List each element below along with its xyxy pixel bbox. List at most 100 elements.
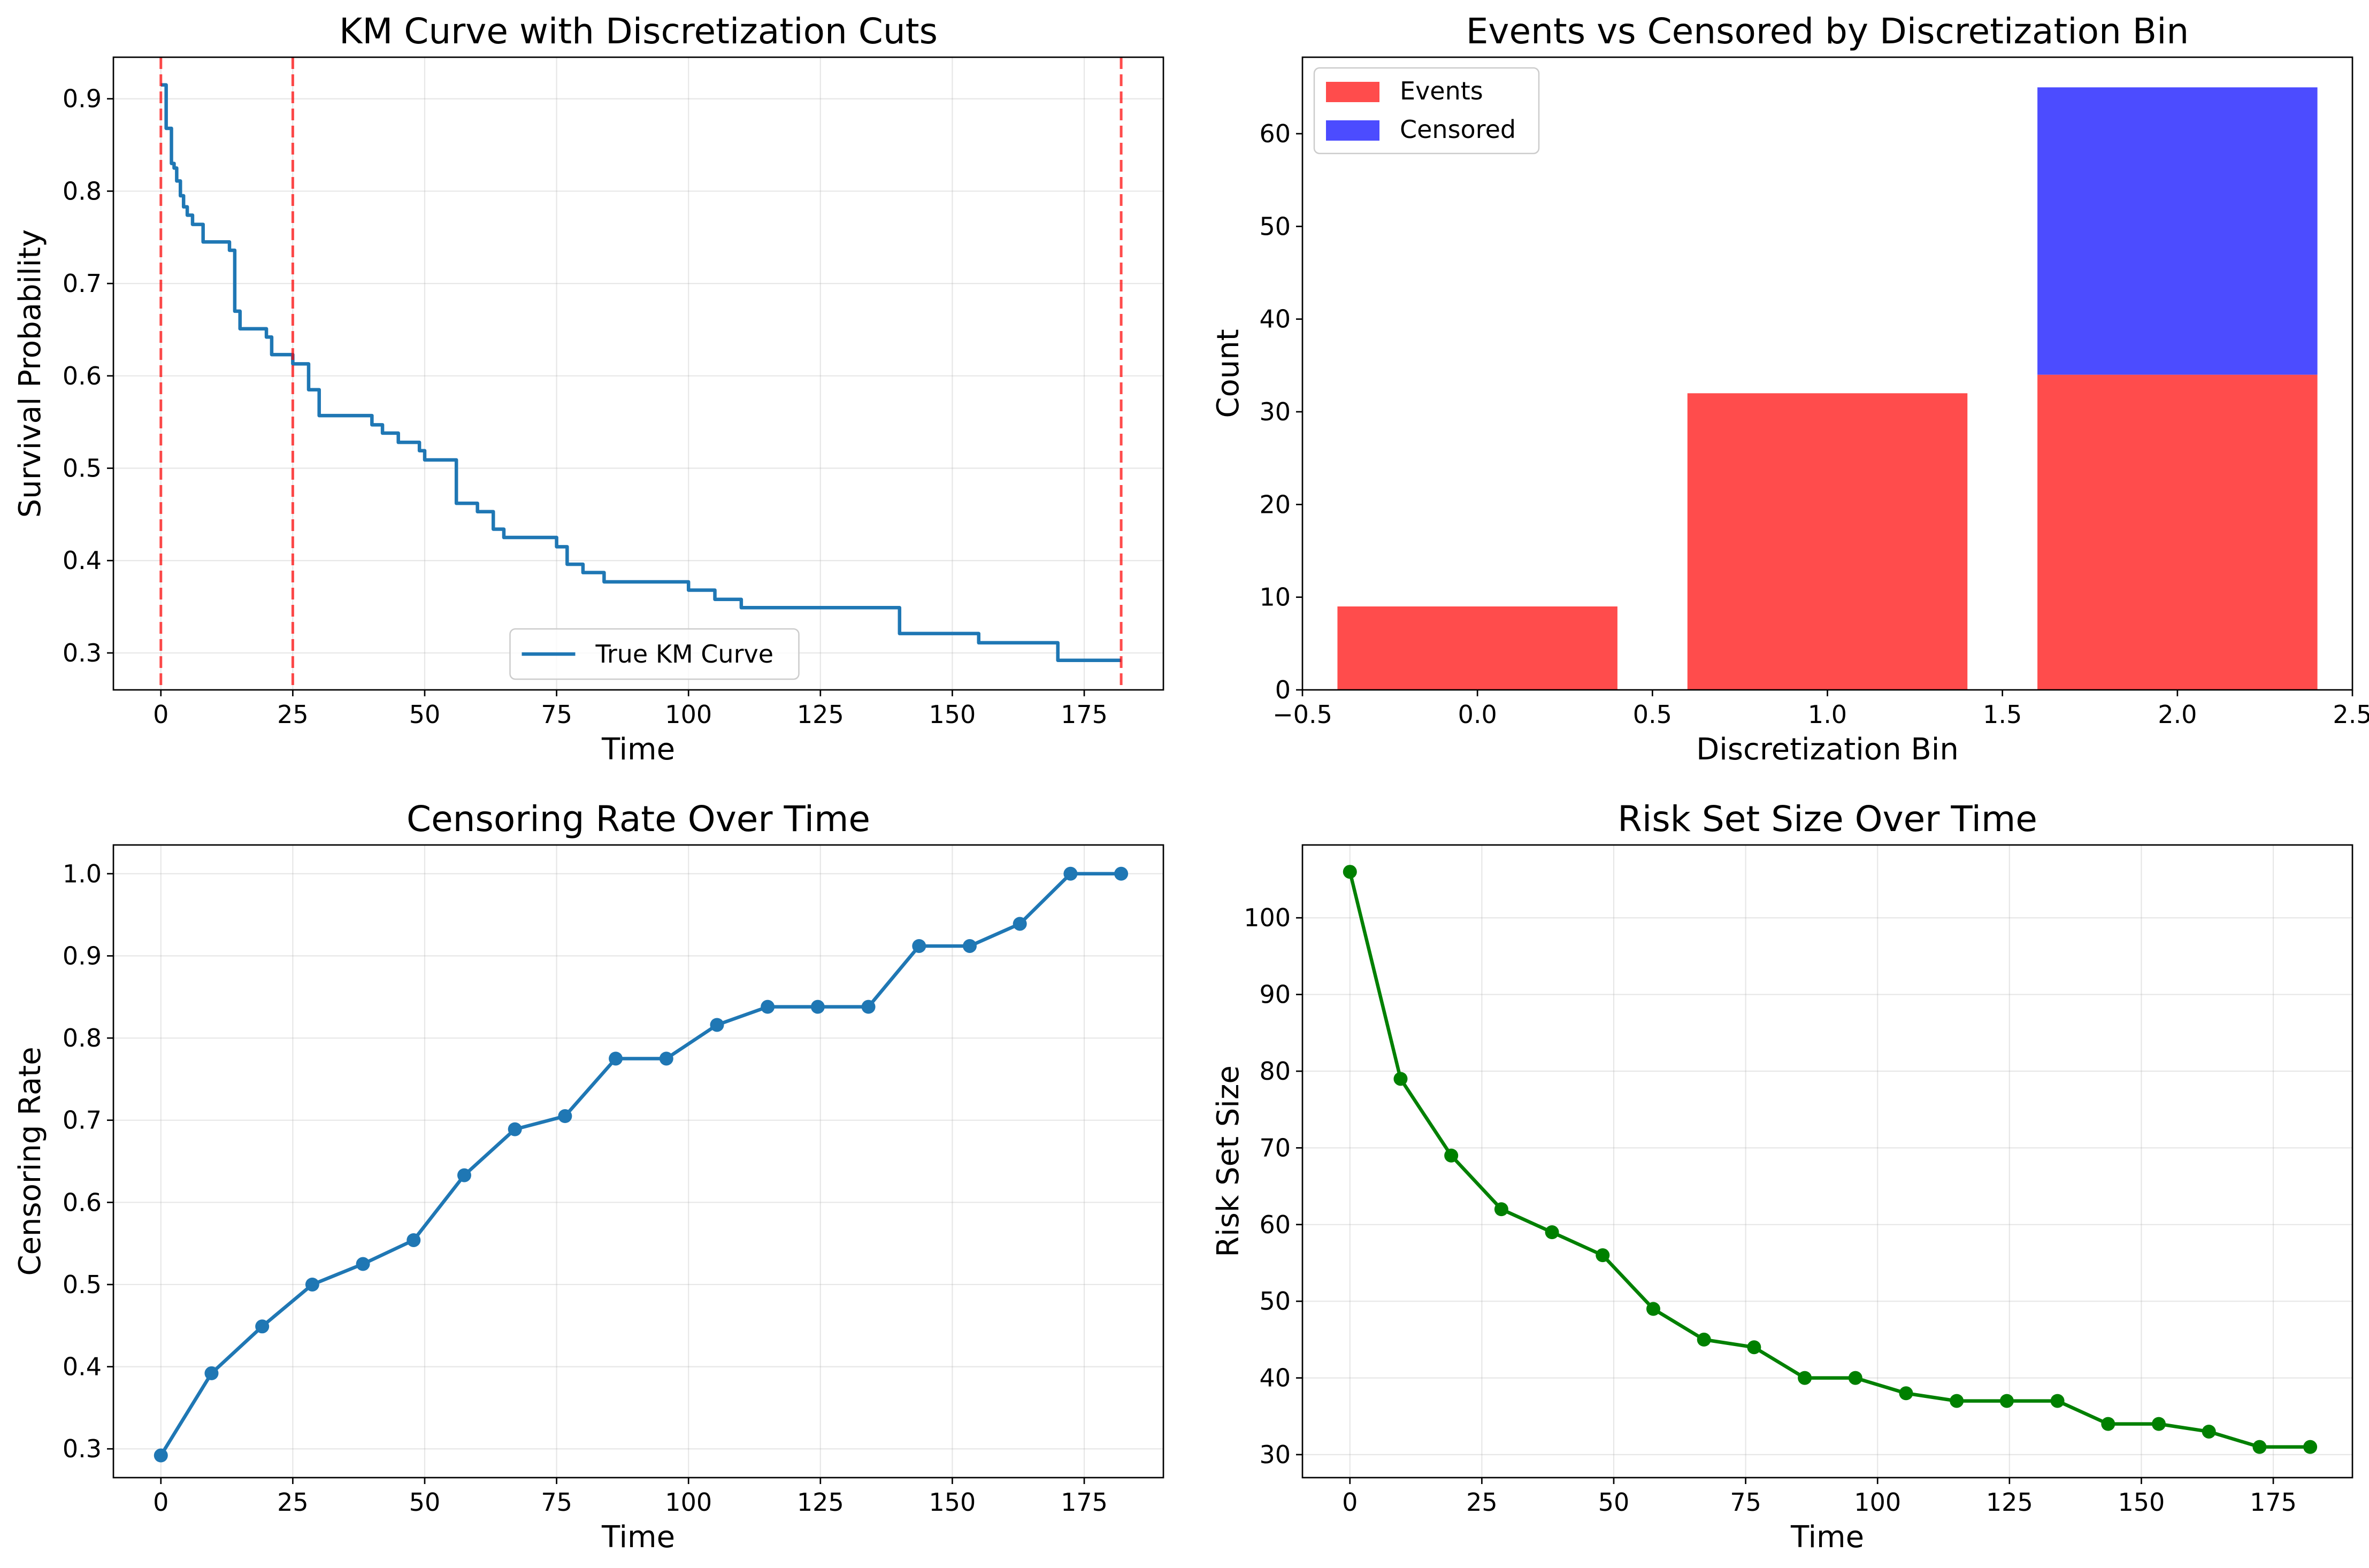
censoring-data-point — [204, 1366, 219, 1380]
censoring-gridlines — [113, 845, 1163, 1478]
riskset-data-point — [1444, 1148, 1459, 1163]
riskset-data-point — [1999, 1394, 2014, 1408]
bins-axis-ticks: −0.5 0.0 0.5 1.0 1.5 2.0 2.5 0 10 20 30 40 50 60 — [1259, 119, 2369, 729]
km-legend-label: True KM Curve — [595, 640, 774, 668]
km-y-tick-label: 0.5 — [63, 454, 102, 483]
km-axes-frame — [112, 56, 1164, 691]
km-x-tick-label: 100 — [665, 700, 712, 729]
riskset-data-point — [1343, 865, 1357, 879]
censoring-data-point — [962, 939, 977, 953]
censoring-axis-ticks: 0 25 50 75 100 125 150 175 0.3 0.4 0.5 0.6 0.7 0.8 0.9… — [63, 859, 1108, 1517]
censoring-data-point — [861, 1000, 876, 1014]
km-y-tick-label: 0.8 — [63, 176, 102, 205]
riskset-data-point — [1596, 1248, 1610, 1263]
bins-y-tick-label: 20 — [1259, 490, 1291, 519]
km-axis-ticks: 0 25 50 75 100 125 150 175 0.3 0.4 0.5 0.6 0.7 0.8 0.9 — [63, 84, 1108, 729]
censoring-data-point — [912, 939, 926, 953]
riskset-y-tick-label: 70 — [1259, 1133, 1291, 1162]
censoring-y-tick-label: 0.7 — [63, 1106, 102, 1135]
censoring-data-point — [407, 1233, 421, 1247]
censoring-data-point — [810, 1000, 825, 1014]
km-x-tick-label: 0 — [153, 700, 168, 729]
censoring-data-point — [457, 1168, 471, 1182]
riskset-y-tick-label: 40 — [1259, 1364, 1291, 1393]
riskset-x-tick-label: 50 — [1598, 1488, 1630, 1517]
riskset-data-point — [1848, 1371, 1862, 1385]
censoring-data-point — [710, 1018, 724, 1032]
censoring-data-point — [659, 1051, 673, 1066]
riskset-y-tick-label: 100 — [1244, 903, 1291, 932]
km-x-tick-label: 50 — [409, 700, 441, 729]
censoring-y-tick-label: 0.6 — [63, 1188, 102, 1217]
riskset-x-tick-label: 0 — [1342, 1488, 1358, 1517]
censoring-x-axis-label: Time — [601, 1520, 675, 1555]
riskset-axis-ticks: 0 25 50 75 100 125 150 175 30 40 50 60 70 80 90 100 — [1244, 903, 2297, 1517]
riskset-x-tick-label: 175 — [2250, 1488, 2297, 1517]
km-x-tick-label: 75 — [541, 700, 572, 729]
censoring-data-point — [1114, 866, 1129, 881]
km-y-tick-label: 0.6 — [63, 362, 102, 390]
bins-chart-title: Events vs Censored by Discretization Bin — [1466, 11, 2189, 52]
censoring-data-point — [154, 1448, 168, 1463]
km-chart-title: KM Curve with Discretization Cuts — [339, 11, 938, 52]
riskset-x-tick-label: 150 — [2118, 1488, 2165, 1517]
censoring-chart-title: Censoring Rate Over Time — [407, 798, 870, 840]
km-y-tick-label: 0.9 — [63, 84, 102, 113]
censoring-plot-marks — [154, 866, 1129, 1463]
bins-plot-marks — [1337, 87, 2318, 690]
riskset-data-point — [1747, 1340, 1761, 1355]
bins-legend-label: Events — [1400, 76, 1483, 105]
censoring-x-tick-label: 25 — [277, 1488, 309, 1517]
riskset-data-point — [2151, 1417, 2166, 1431]
km-x-tick-label: 125 — [797, 700, 844, 729]
km-y-tick-label: 0.4 — [63, 546, 102, 575]
riskset-data-point — [2202, 1424, 2216, 1439]
km-plot-marks — [159, 57, 1123, 690]
censoring-y-tick-label: 0.4 — [63, 1352, 102, 1381]
censoring-data-point — [356, 1257, 370, 1271]
bins-legend: Events Censored — [1313, 67, 1540, 155]
bins-y-tick-label: 50 — [1259, 212, 1291, 241]
panel-events-censored: −0.5 0.0 0.5 1.0 1.5 2.0 2.5 0 10 20 30 40 50 60 Even… — [1211, 11, 2369, 767]
bar-events-bin-0 — [1337, 606, 1617, 690]
bins-legend-swatch — [1326, 120, 1379, 141]
riskset-y-tick-label: 60 — [1259, 1210, 1291, 1239]
riskset-data-point — [1899, 1386, 1913, 1401]
km-y-axis-label: Survival Probability — [13, 229, 48, 518]
bins-x-tick-label: 1.5 — [1983, 700, 2022, 729]
riskset-data-point — [2050, 1394, 2065, 1408]
censoring-x-tick-label: 75 — [541, 1488, 572, 1517]
riskset-data-point — [1697, 1332, 1711, 1347]
bins-y-tick-label: 0 — [1275, 675, 1291, 704]
bins-y-axis-label: Count — [1211, 329, 1246, 418]
censoring-data-point — [508, 1122, 522, 1136]
riskset-data-point — [2252, 1440, 2267, 1454]
censoring-data-point — [255, 1319, 270, 1334]
km-x-axis-label: Time — [601, 732, 675, 767]
riskset-data-point — [1545, 1225, 1559, 1240]
riskset-data-point — [2303, 1440, 2318, 1454]
censoring-data-point — [1063, 866, 1078, 881]
bins-y-tick-label: 40 — [1259, 305, 1291, 334]
censoring-x-tick-label: 125 — [797, 1488, 844, 1517]
panel-censoring-rate: 0 25 50 75 100 125 150 175 0.3 0.4 0.5 0.6 0.7 0.8 0.9… — [13, 798, 1164, 1555]
riskset-plot-marks — [1343, 865, 2318, 1454]
censoring-x-tick-label: 0 — [153, 1488, 168, 1517]
bins-x-tick-label: 0.0 — [1458, 700, 1497, 729]
censoring-y-tick-label: 1.0 — [63, 859, 102, 888]
riskset-x-tick-label: 75 — [1730, 1488, 1761, 1517]
km-series-line — [160, 83, 1122, 662]
bins-y-tick-label: 30 — [1259, 397, 1291, 426]
bins-x-tick-label: 2.0 — [2158, 700, 2197, 729]
censoring-data-point — [558, 1109, 572, 1123]
riskset-y-tick-label: 30 — [1259, 1440, 1291, 1469]
bins-legend-swatch — [1326, 82, 1379, 102]
censoring-x-tick-label: 175 — [1061, 1488, 1108, 1517]
riskset-data-point — [1798, 1371, 1812, 1385]
riskset-x-tick-label: 25 — [1466, 1488, 1498, 1517]
censoring-x-tick-label: 150 — [929, 1488, 976, 1517]
riskset-y-axis-label: Risk Set Size — [1211, 1065, 1246, 1257]
censoring-x-tick-label: 50 — [409, 1488, 441, 1517]
km-x-tick-label: 150 — [929, 700, 976, 729]
